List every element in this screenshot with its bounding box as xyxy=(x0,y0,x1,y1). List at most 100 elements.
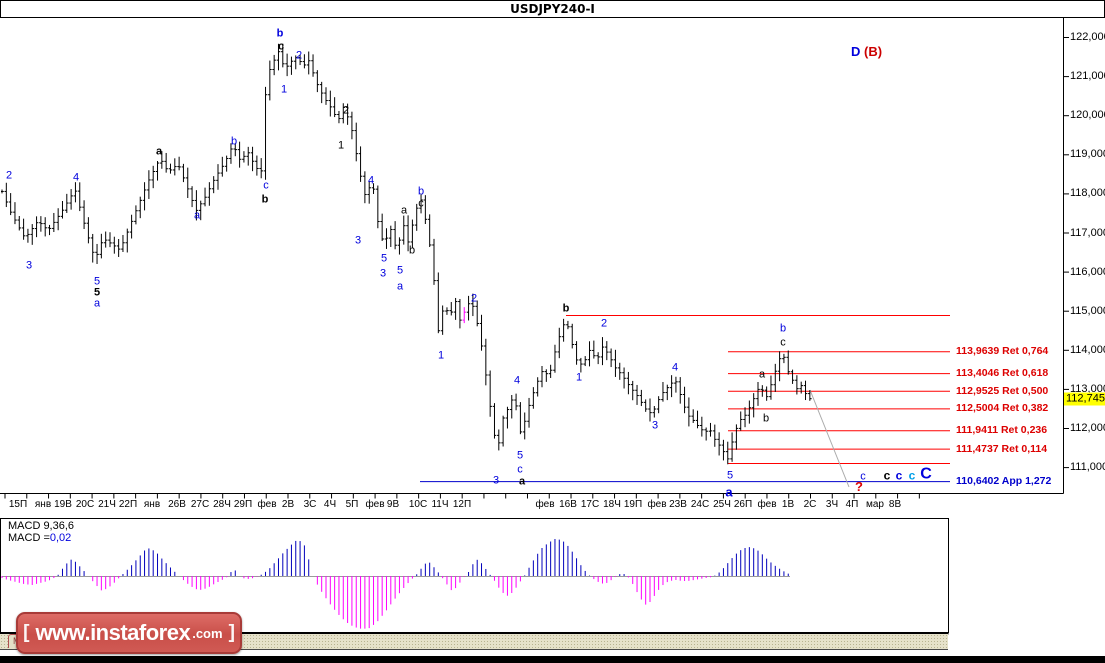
question-mark-label: ? xyxy=(855,479,863,494)
x-axis-label: 28Ч xyxy=(213,499,231,510)
wave-label: 5 xyxy=(396,264,404,277)
logo-main-text: www.instaforex xyxy=(35,620,191,645)
wave-label: 3 xyxy=(354,234,362,247)
wave-label: b xyxy=(779,322,787,335)
fib-level-label: 112,5004 Ret 0,382 xyxy=(956,402,1049,415)
x-axis-label: 26П xyxy=(733,499,753,510)
x-axis-label: 4Ч xyxy=(323,499,337,510)
wave-label: a xyxy=(725,484,733,500)
fib-level-label: 113,4046 Ret 0,618 xyxy=(956,367,1049,380)
x-axis-label: 5П xyxy=(345,499,359,510)
wave-degree-d: D xyxy=(851,44,861,59)
wave-label: a xyxy=(193,209,201,222)
level-lines xyxy=(420,315,950,488)
wave-label: c xyxy=(895,468,903,483)
logo-bracket-left: [ xyxy=(23,622,30,643)
current-price-tag: 112,745 xyxy=(1064,392,1105,406)
x-axis-label: 21Ч xyxy=(98,499,116,510)
app-level-label: 110,6402 App 1,272 xyxy=(956,475,1052,488)
wave-label: 4 xyxy=(513,374,521,387)
x-axis-label: 25Ч xyxy=(713,499,731,510)
x-axis-label: фев xyxy=(757,499,777,510)
wave-label: 3 xyxy=(492,474,500,487)
y-axis-label: 120,000 xyxy=(1070,109,1105,122)
x-axis-label: 16В xyxy=(559,499,577,510)
macd-histogram xyxy=(1,539,790,629)
x-axis-label: 18Ч xyxy=(603,499,621,510)
x-axis-label: 20С xyxy=(75,499,95,510)
wave-label: 4 xyxy=(671,361,679,374)
macd-value-label: MACD =0,02 xyxy=(8,532,72,544)
wave-degree-b: (B) xyxy=(864,44,883,59)
x-axis-label: 2С xyxy=(803,499,817,510)
x-axis-label: 22П xyxy=(118,499,138,510)
x-axis-label: 1В xyxy=(781,499,795,510)
y-axis-label: 119,000 xyxy=(1070,148,1105,161)
wave-label: 3 xyxy=(25,259,33,272)
y-axis-label: 111,000 xyxy=(1070,461,1105,474)
x-axis-label: 24С xyxy=(690,499,710,510)
y-axis-label: 112,000 xyxy=(1070,422,1105,434)
wave-label: 1 xyxy=(437,349,445,362)
x-axis-label: 26В xyxy=(168,499,186,510)
wave-label: a xyxy=(93,297,101,310)
wave-label: b xyxy=(261,193,269,206)
wave-label: 5 xyxy=(516,449,524,462)
wave-label: a xyxy=(155,145,163,158)
wave-label: c xyxy=(263,179,269,192)
wave-label: c xyxy=(780,336,786,349)
wave-degree-label: D (B) xyxy=(851,44,882,59)
x-axis-label: 17С xyxy=(580,499,600,510)
wave-label: C xyxy=(920,465,932,483)
x-axis-label: фев xyxy=(365,499,385,510)
y-axis-label: 121,000 xyxy=(1070,70,1105,83)
y-axis-label: 114,000 xyxy=(1070,343,1105,356)
y-axis-label: 118,000 xyxy=(1070,187,1105,200)
wave-label: 3 xyxy=(379,267,387,280)
wave-label: c xyxy=(418,197,424,210)
instaforex-logo[interactable]: [ www.instaforex .com ] xyxy=(16,612,242,654)
x-axis-label: фев xyxy=(647,499,667,510)
wave-label: c xyxy=(517,463,523,476)
y-axis-label: 117,000 xyxy=(1070,226,1105,239)
wave-label: b xyxy=(276,27,284,40)
wave-label: c xyxy=(908,468,916,483)
x-axis-label: 11Ч xyxy=(431,499,449,510)
wave-label: b xyxy=(417,185,425,198)
wave-label: 2 xyxy=(600,317,608,330)
wave-label: 1 xyxy=(280,83,288,96)
wave-label: 5 xyxy=(93,275,101,288)
wave-label: 2 xyxy=(295,49,303,62)
x-axis-label: 23В xyxy=(669,499,687,510)
x-axis-label: мар xyxy=(866,499,884,510)
y-axis-label: 115,000 xyxy=(1070,304,1105,317)
wave-label: a xyxy=(400,204,408,217)
fib-level-label: 113,9639 Ret 0,764 xyxy=(956,345,1049,358)
wave-label: a xyxy=(758,368,766,381)
macd-indicator-title: MACD 9,36,6 xyxy=(8,520,75,532)
x-axis-label: 2В xyxy=(281,499,295,510)
x-axis-label: 12П xyxy=(452,499,472,510)
logo-com-text: .com xyxy=(192,625,223,641)
wave-label: 3 xyxy=(651,419,659,432)
wave-label: b xyxy=(408,244,416,257)
x-axis-label: 4П xyxy=(845,499,859,510)
x-axis-label: 29П xyxy=(233,499,253,510)
wave-label: 2 xyxy=(470,292,478,305)
wave-label: 5 xyxy=(380,252,388,265)
wave-label: c xyxy=(860,470,866,483)
x-axis-label: янв xyxy=(143,499,161,510)
logo-bracket-right: ] xyxy=(228,622,235,643)
wave-label: 4 xyxy=(72,171,80,184)
x-axis-label: 19В xyxy=(54,499,72,510)
y-axis-label: 116,000 xyxy=(1070,265,1105,278)
y-axis-label: 122,000 xyxy=(1070,31,1105,43)
wave-label: 1 xyxy=(575,371,583,384)
x-axis-label: 3Ч xyxy=(825,499,839,510)
wave-label: b xyxy=(762,412,770,425)
wave-label: 4 xyxy=(367,174,375,187)
price-series xyxy=(1,43,812,465)
x-axis-label: 9В xyxy=(386,499,400,510)
